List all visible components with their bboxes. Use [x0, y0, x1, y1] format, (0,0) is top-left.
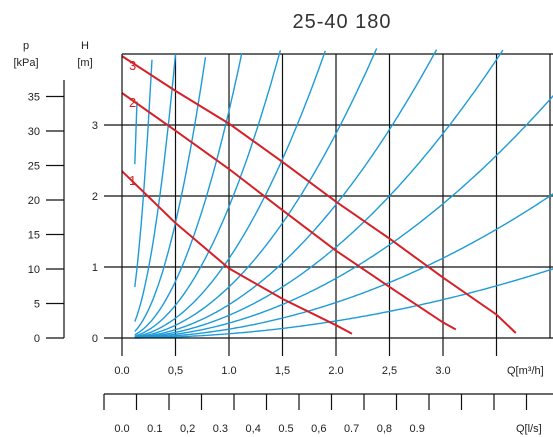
- flow-ls-tick-label: 0.3: [213, 423, 228, 435]
- system-curve: [134, 50, 326, 338]
- system-curve: [134, 48, 378, 338]
- flow-tick-label: 1.0: [221, 365, 236, 377]
- pressure-axis-unit-symbol: p: [23, 40, 29, 52]
- pressure-tick-label: 15: [28, 230, 40, 242]
- system-curve: [134, 52, 243, 336]
- system-curve: [134, 49, 504, 339]
- chart-title: 25-40 180: [292, 11, 391, 33]
- flow-tick-label: 0.0: [114, 365, 129, 377]
- pump-curve-3: [121, 55, 517, 334]
- head-tick-label: 3: [92, 120, 98, 132]
- pressure-tick-label: 20: [28, 195, 40, 207]
- head-tick-label: 1: [92, 262, 98, 274]
- flow-ls-tick-label: 0.0: [114, 423, 129, 435]
- flow-ls-tick-label: 0,4: [246, 423, 261, 435]
- pump-curves: 1 2 3: [121, 55, 517, 335]
- pressure-axis-unit: [kPa]: [13, 57, 38, 69]
- system-curve: [134, 59, 153, 287]
- head-tick-label: 2: [92, 191, 98, 203]
- system-curve: [134, 268, 553, 339]
- head-axis-unit-symbol: H: [81, 40, 89, 52]
- flow-ls-tick-label: 0.7: [344, 423, 359, 435]
- flow-ls-tick-label: 0.5: [278, 423, 293, 435]
- system-curve: [134, 49, 438, 339]
- flow-ls-tick-label: 0,6: [311, 423, 326, 435]
- flow-tick-label: 2.0: [328, 365, 343, 377]
- head-tick-label: 0: [92, 333, 98, 345]
- pressure-tick-label: 5: [34, 299, 40, 311]
- flow-ls-tick-label: 0.9: [410, 423, 425, 435]
- pump-curve-label-3: 3: [129, 58, 136, 73]
- system-curve: [134, 94, 553, 339]
- pump-curve-label-2: 2: [129, 95, 136, 110]
- pump-curve-2: [121, 92, 457, 331]
- pump-curve-label-1: 1: [129, 173, 136, 188]
- system-curve: [134, 50, 282, 337]
- flow-ls-axis-label: Q[l/s]: [516, 423, 542, 435]
- head-axis-unit: [m]: [77, 57, 92, 69]
- system-curve: [134, 53, 177, 322]
- pump-curve-1: [121, 170, 353, 335]
- axes: 0 5 10 15 20 25 30 35 0 1 2 3 0.0 0,5 1.0 1,5 2.0 2,5 3.0 0…: [28, 54, 553, 435]
- system-curve: [134, 57, 207, 332]
- flow-ls-tick-label: 0,8: [377, 423, 392, 435]
- pressure-tick-label: 10: [28, 264, 40, 276]
- system-curves: [134, 48, 553, 339]
- pressure-tick-label: 35: [28, 92, 40, 104]
- system-curve: [134, 101, 138, 165]
- flow-ls-tick-label: 0.1: [147, 423, 162, 435]
- flow-axis-label: Q[m³/h]: [507, 365, 544, 377]
- flow-ls-tick-label: 0,2: [180, 423, 195, 435]
- pressure-tick-label: 0: [34, 333, 40, 345]
- flow-tick-label: 0,5: [168, 365, 183, 377]
- pressure-tick-label: 30: [28, 126, 40, 138]
- system-curve: [134, 193, 553, 339]
- flow-tick-label: 2,5: [382, 365, 397, 377]
- flow-tick-label: 3.0: [435, 365, 450, 377]
- pressure-tick-label: 25: [28, 161, 40, 173]
- flow-tick-label: 1,5: [275, 365, 290, 377]
